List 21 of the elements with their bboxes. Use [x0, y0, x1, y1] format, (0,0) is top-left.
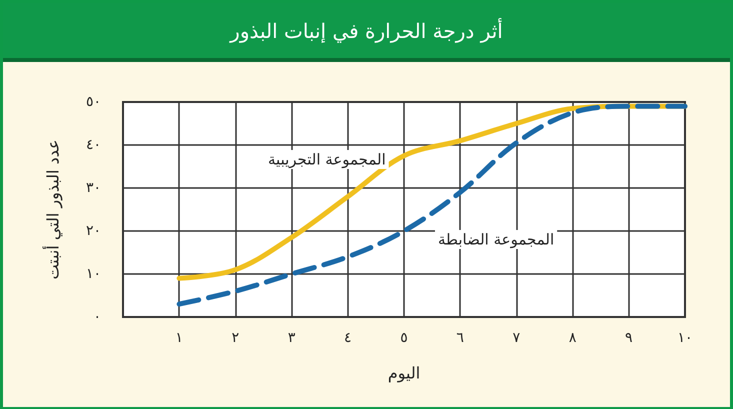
x-tick-label: ٩ [625, 330, 633, 346]
x-tick-label: ٢ [232, 330, 240, 346]
y-axis-title: عدد البذور التي أنبتت [42, 139, 62, 280]
x-tick-label: ١ [175, 330, 183, 346]
x-tick-label: ٣ [288, 330, 296, 346]
x-axis-title: اليوم [388, 364, 420, 382]
x-tick-label: ٦ [456, 330, 464, 346]
x-tick-label: ١٠ [677, 330, 693, 346]
series-label: المجموعة الضابطة [438, 230, 554, 248]
y-tick-label: ١٠ [86, 266, 101, 282]
y-tick-label: ٥٠ [86, 94, 101, 110]
x-tick-label: ٧ [512, 330, 521, 346]
chart-title: أثر درجة الحرارة في إنبات البذور [3, 3, 730, 62]
y-tick-label: ٤٠ [86, 137, 101, 153]
series-label: المجموعة التجريبية [268, 150, 386, 168]
x-tick-label: ٨ [568, 330, 577, 346]
y-tick-label: ٠ [93, 309, 101, 325]
y-tick-label: ٢٠ [86, 223, 101, 239]
x-tick-label: ٥ [400, 330, 408, 346]
x-tick-label: ٤ [344, 330, 352, 346]
y-tick-label: ٣٠ [86, 180, 101, 196]
